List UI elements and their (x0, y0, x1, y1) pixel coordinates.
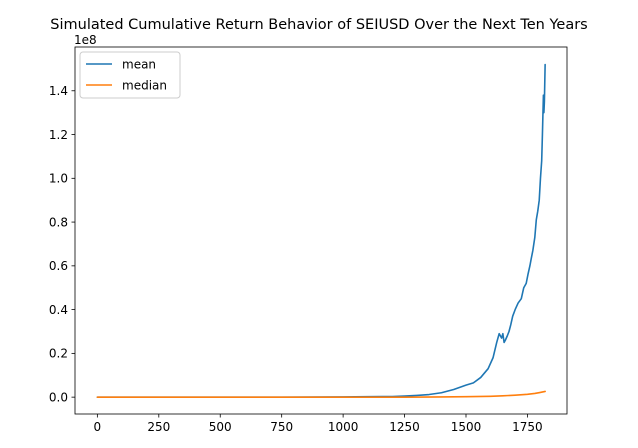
x-tick-label: 1250 (389, 420, 420, 434)
y-tick-label: 0.4 (49, 303, 68, 317)
y-tick-label: 0.2 (49, 347, 68, 361)
plot-frame (74, 46, 568, 415)
series-line-median (96, 390, 546, 398)
x-tick-label: 1750 (512, 420, 543, 434)
x-axis: 0 250 500 750 1000 1250 1500 1750 (94, 414, 543, 434)
x-tick-label: 1000 (328, 420, 359, 434)
legend-label-mean: mean (122, 57, 156, 71)
y-tick-label: 1.0 (49, 172, 68, 186)
series-line-mean (96, 63, 546, 398)
plot-area (74, 46, 568, 415)
chart-title: Simulated Cumulative Return Behavior of … (50, 17, 587, 33)
y-tick-label: 0.0 (49, 390, 68, 404)
x-tick-label: 500 (209, 420, 232, 434)
legend: mean median (79, 51, 181, 99)
series-group (96, 63, 546, 398)
y-tick-label: 1.2 (49, 128, 68, 142)
x-tick-label: 250 (147, 420, 170, 434)
x-tick-label: 750 (270, 420, 293, 434)
x-tick-label: 0 (94, 420, 102, 434)
y-axis: 0.0 0.2 0.4 0.6 0.8 1.0 1.2 1.4 (49, 84, 75, 404)
y-tick-label: 0.8 (49, 215, 68, 229)
y-offset-label: 1e8 (74, 33, 97, 47)
legend-label-median: median (122, 78, 167, 92)
x-tick-label: 1500 (451, 420, 482, 434)
y-tick-label: 1.4 (49, 84, 68, 98)
y-tick-label: 0.6 (49, 259, 68, 273)
